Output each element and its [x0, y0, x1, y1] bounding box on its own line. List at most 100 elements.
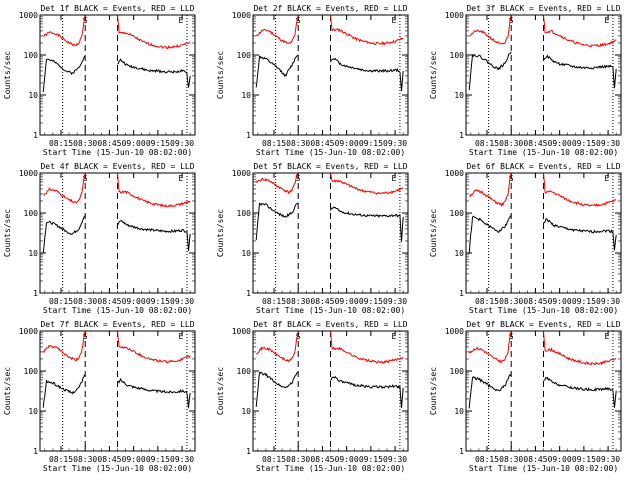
y-tick-label: 1000 [445, 169, 464, 178]
plot-frame [252, 330, 409, 452]
x-tick-label: 08:30 [286, 455, 310, 464]
plot-frame [252, 172, 409, 294]
events-series-line [543, 376, 617, 408]
y-tick-label: 10 [241, 407, 251, 416]
detector-panel-7: Det 7f BLACK = Events, RED = LLD Counts/s… [3, 320, 196, 473]
events-series-line [330, 57, 404, 92]
x-tick-label: 09:15 [146, 455, 170, 464]
x-axis-label: Start Time (15-Jun-10 08:02:00) [469, 306, 618, 315]
x-tick-label: 08:15 [262, 297, 286, 306]
x-tick-label: 09:00 [548, 455, 572, 464]
y-tick-label: 1000 [232, 327, 251, 336]
y-axis-label: Counts/sec [3, 367, 12, 415]
end-marker: E [605, 174, 610, 183]
events-series-line [468, 51, 512, 91]
lld-series-line [468, 14, 617, 48]
events-series-line [117, 219, 191, 252]
lld-series-line [43, 172, 191, 208]
panel-title: Det 4f BLACK = Events, RED = LLD [40, 162, 194, 171]
y-axis-label: Counts/sec [216, 367, 225, 415]
events-series-line [42, 215, 86, 254]
x-tick-label: 09:15 [146, 297, 170, 306]
y-tick-label: 1 [459, 289, 464, 298]
events-series-line [468, 373, 512, 409]
y-axis-label: Counts/sec [429, 367, 438, 415]
end-marker: E [605, 16, 610, 25]
x-tick-label: 09:00 [122, 297, 146, 306]
x-tick-label: 09:00 [122, 139, 146, 148]
lld-series-line [255, 330, 404, 365]
start-marker: S [296, 174, 301, 183]
events-series-line [330, 206, 404, 242]
panel-title: Det 2f BLACK = Events, RED = LLD [253, 4, 407, 13]
x-tick-label: 08:15 [475, 297, 499, 306]
detector-panel-1: Det 1f BLACK = Events, RED = LLD Counts/s… [3, 4, 196, 157]
x-tick-label: 08:45 [523, 297, 547, 306]
x-tick-label: 09:30 [170, 297, 194, 306]
x-tick-label: 09:30 [170, 455, 194, 464]
y-tick-label: 100 [450, 209, 465, 218]
y-tick-label: 1 [246, 447, 251, 456]
x-tick-label: 08:15 [262, 139, 286, 148]
x-tick-label: 09:15 [572, 139, 596, 148]
x-tick-label: 08:45 [523, 455, 547, 464]
y-tick-label: 100 [237, 51, 252, 60]
x-tick-label: 09:30 [596, 139, 620, 148]
x-tick-label: 08:45 [97, 297, 121, 306]
detector-panel-3: Det 3f BLACK = Events, RED = LLD Counts/s… [429, 4, 622, 157]
panel-title: Det 5f BLACK = Events, RED = LLD [253, 162, 407, 171]
x-tick-label: 09:15 [359, 297, 383, 306]
y-tick-label: 10 [241, 249, 251, 258]
y-tick-label: 1000 [232, 169, 251, 178]
y-tick-label: 10 [241, 91, 251, 100]
x-tick-label: 08:45 [310, 297, 334, 306]
x-tick-label: 08:45 [310, 455, 334, 464]
events-series-line [117, 377, 191, 409]
x-tick-label: 08:15 [49, 297, 73, 306]
events-series-line [543, 54, 617, 89]
y-tick-label: 100 [450, 51, 465, 60]
plot-frame [39, 14, 196, 136]
y-tick-label: 10 [28, 249, 38, 258]
x-tick-label: 09:30 [383, 455, 407, 464]
y-tick-label: 1000 [19, 11, 38, 20]
x-tick-label: 09:30 [383, 139, 407, 148]
start-marker: S [83, 332, 88, 341]
y-tick-label: 1 [33, 447, 38, 456]
x-tick-label: 08:45 [310, 139, 334, 148]
x-tick-label: 09:00 [335, 297, 359, 306]
y-tick-label: 1000 [445, 327, 464, 336]
x-tick-label: 09:00 [335, 455, 359, 464]
y-axis-label: Counts/sec [3, 209, 12, 257]
detector-panel-4: Det 4f BLACK = Events, RED = LLD Counts/s… [3, 162, 196, 315]
start-marker: S [83, 174, 88, 183]
panel-title: Det 7f BLACK = Events, RED = LLD [40, 320, 194, 329]
x-axis-label: Start Time (15-Jun-10 08:02:00) [256, 464, 405, 473]
end-marker: E [392, 16, 397, 25]
events-series-line [330, 375, 404, 408]
y-axis-label: Counts/sec [216, 209, 225, 257]
y-tick-label: 1 [459, 131, 464, 140]
start-marker: S [296, 332, 301, 341]
x-tick-label: 08:30 [73, 455, 97, 464]
x-tick-label: 09:15 [359, 139, 383, 148]
y-tick-label: 1 [33, 131, 38, 140]
x-tick-label: 09:30 [170, 139, 194, 148]
y-tick-label: 10 [28, 91, 38, 100]
panel-title: Det 3f BLACK = Events, RED = LLD [466, 4, 620, 13]
events-series-line [543, 218, 617, 251]
x-axis-label: Start Time (15-Jun-10 08:02:00) [469, 148, 618, 157]
events-series-line [255, 371, 299, 407]
y-tick-label: 100 [450, 367, 465, 376]
x-tick-label: 09:00 [548, 139, 572, 148]
x-tick-label: 09:15 [146, 139, 170, 148]
plot-frame [39, 330, 196, 452]
x-tick-label: 08:30 [286, 297, 310, 306]
start-marker: S [83, 16, 88, 25]
x-tick-label: 09:30 [596, 297, 620, 306]
x-tick-label: 08:15 [49, 139, 73, 148]
x-tick-label: 08:30 [499, 297, 523, 306]
events-series-line [42, 56, 86, 93]
y-tick-label: 100 [24, 51, 39, 60]
